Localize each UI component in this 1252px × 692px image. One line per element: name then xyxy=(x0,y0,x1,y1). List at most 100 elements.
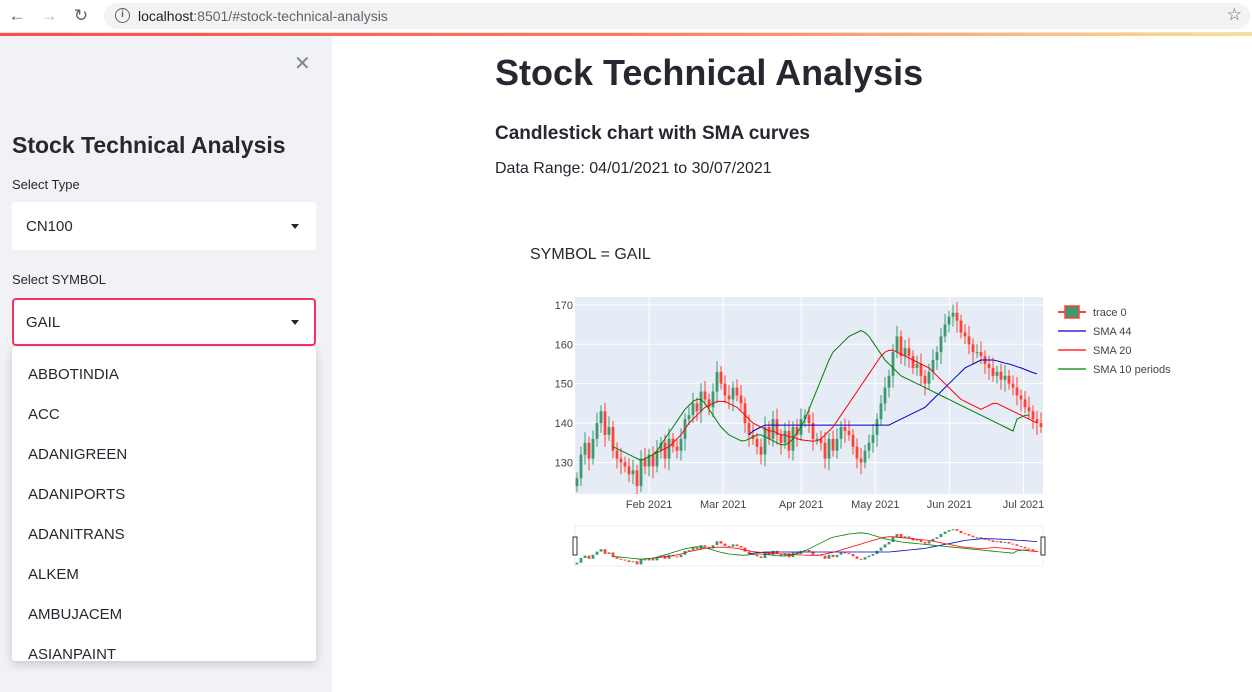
candle-body xyxy=(711,391,715,408)
option-adanigreen[interactable]: ADANIGREEN xyxy=(28,446,128,463)
rangeslider-candle xyxy=(651,558,655,561)
rangeslider-candle xyxy=(579,558,583,563)
rangeslider-candle xyxy=(655,557,659,561)
option-adanitrans[interactable]: ADANITRANS xyxy=(28,526,125,543)
site-info-icon[interactable]: i xyxy=(115,8,130,23)
rangeslider-candle xyxy=(575,562,579,565)
candle-body xyxy=(619,458,623,463)
candle-body xyxy=(1003,375,1007,380)
candle-body xyxy=(891,352,895,376)
candle-body xyxy=(815,438,819,440)
rangeslider-candle xyxy=(947,530,951,532)
candle-body xyxy=(591,438,595,459)
rangeslider-candle xyxy=(831,554,835,558)
bookmark-star-icon[interactable]: ☆ xyxy=(1226,5,1242,24)
y-tick-label: 150 xyxy=(555,379,573,391)
option-abbotindia[interactable]: ABBOTINDIA xyxy=(28,366,119,383)
candle-body xyxy=(595,423,599,439)
rangeslider-candle xyxy=(899,534,903,538)
option-acc[interactable]: ACC xyxy=(28,406,60,423)
candle-body xyxy=(679,438,683,451)
select-type-label: Select Type xyxy=(12,177,80,192)
rangeslider-candle xyxy=(687,550,691,551)
rangeslider-candle xyxy=(959,530,963,534)
candle-body xyxy=(919,363,923,376)
rangeslider-candle xyxy=(587,555,591,559)
rangeslider-candle xyxy=(695,547,699,550)
rangeslider-candle xyxy=(975,537,979,539)
candle-body xyxy=(647,454,651,467)
rangeslider-candle xyxy=(1027,548,1031,550)
x-tick-label: Jun 2021 xyxy=(927,499,972,511)
rangeslider-candle xyxy=(987,539,991,541)
candle-body xyxy=(879,403,883,420)
rangeslider-handle-right xyxy=(1040,536,1046,556)
reload-icon[interactable]: ↻ xyxy=(73,6,89,25)
candle-body xyxy=(631,470,635,475)
y-tick-label: 160 xyxy=(555,339,573,351)
rangeslider-candle xyxy=(731,544,735,547)
candle-body xyxy=(1039,423,1043,428)
candle-body xyxy=(723,383,727,396)
candle-body xyxy=(887,375,891,388)
x-tick-label: Mar 2021 xyxy=(700,499,746,511)
candle-body xyxy=(659,442,663,451)
close-sidebar-icon[interactable]: ✕ xyxy=(294,53,311,75)
candle-body xyxy=(663,442,667,459)
candle-body xyxy=(803,415,807,420)
candle-body xyxy=(923,375,927,384)
option-alkem[interactable]: ALKEM xyxy=(28,566,79,583)
rangeslider-candle xyxy=(991,540,995,542)
rangeslider-candle xyxy=(583,555,587,558)
address-bar[interactable]: i localhost:8501/#stock-technical-analys… xyxy=(104,3,1250,29)
candle-body xyxy=(847,430,851,435)
rangeslider-candle xyxy=(591,554,595,559)
rangeslider-handle-left xyxy=(572,536,578,556)
rangeslider-candle xyxy=(879,547,883,551)
candle-body xyxy=(939,336,943,353)
legend-label: trace 0 xyxy=(1093,307,1127,319)
rangeslider-candle xyxy=(895,534,899,538)
rangeslider-candle xyxy=(603,549,607,554)
candle-body xyxy=(615,450,619,459)
legend-label: SMA 20 xyxy=(1093,345,1132,357)
option-adaniports[interactable]: ADANIPORTS xyxy=(28,486,126,503)
url-host: localhost xyxy=(138,8,194,24)
candle-body xyxy=(827,438,831,459)
candle-body xyxy=(623,462,627,467)
rangeslider-candle xyxy=(615,557,619,559)
forward-arrow-icon[interactable]: → xyxy=(40,6,58,25)
candle-body xyxy=(627,466,631,475)
option-asianpaint[interactable]: ASIANPAINT xyxy=(28,646,117,661)
candle-body xyxy=(959,320,963,333)
rangeslider-candle xyxy=(1011,543,1015,545)
candle-body xyxy=(611,427,615,451)
url-text: localhost:8501/#stock-technical-analysis xyxy=(138,8,388,24)
select-type-dropdown[interactable]: CN100 xyxy=(12,202,316,250)
select-symbol-dropdown[interactable]: GAIL xyxy=(12,298,316,346)
browser-toolbar: ← → ↻ i localhost:8501/#stock-technical-… xyxy=(0,0,1252,33)
option-ambujacem[interactable]: AMBUJACEM xyxy=(28,606,123,623)
rangeslider-candle xyxy=(627,560,631,562)
candle-body xyxy=(947,316,951,325)
candle-body xyxy=(743,403,747,424)
candle-body xyxy=(907,348,911,357)
candle-body xyxy=(843,427,847,431)
candle-body xyxy=(935,352,939,361)
chevron-down-icon xyxy=(291,320,299,325)
candle-body xyxy=(731,387,735,400)
rangeslider-candle xyxy=(859,558,863,560)
candle-body xyxy=(587,442,591,459)
rangeslider-candle xyxy=(1015,544,1019,546)
app-decoration-bar xyxy=(0,33,1252,36)
candle-body xyxy=(767,427,771,439)
rangeslider-candle xyxy=(647,558,651,561)
candle-body xyxy=(771,419,775,439)
back-arrow-icon[interactable]: ← xyxy=(8,6,26,25)
rangeslider-candle xyxy=(611,552,615,558)
rangeslider-candle xyxy=(935,537,939,539)
candle-body xyxy=(967,336,971,345)
candle-body xyxy=(915,363,919,368)
sma-line xyxy=(748,359,1038,436)
